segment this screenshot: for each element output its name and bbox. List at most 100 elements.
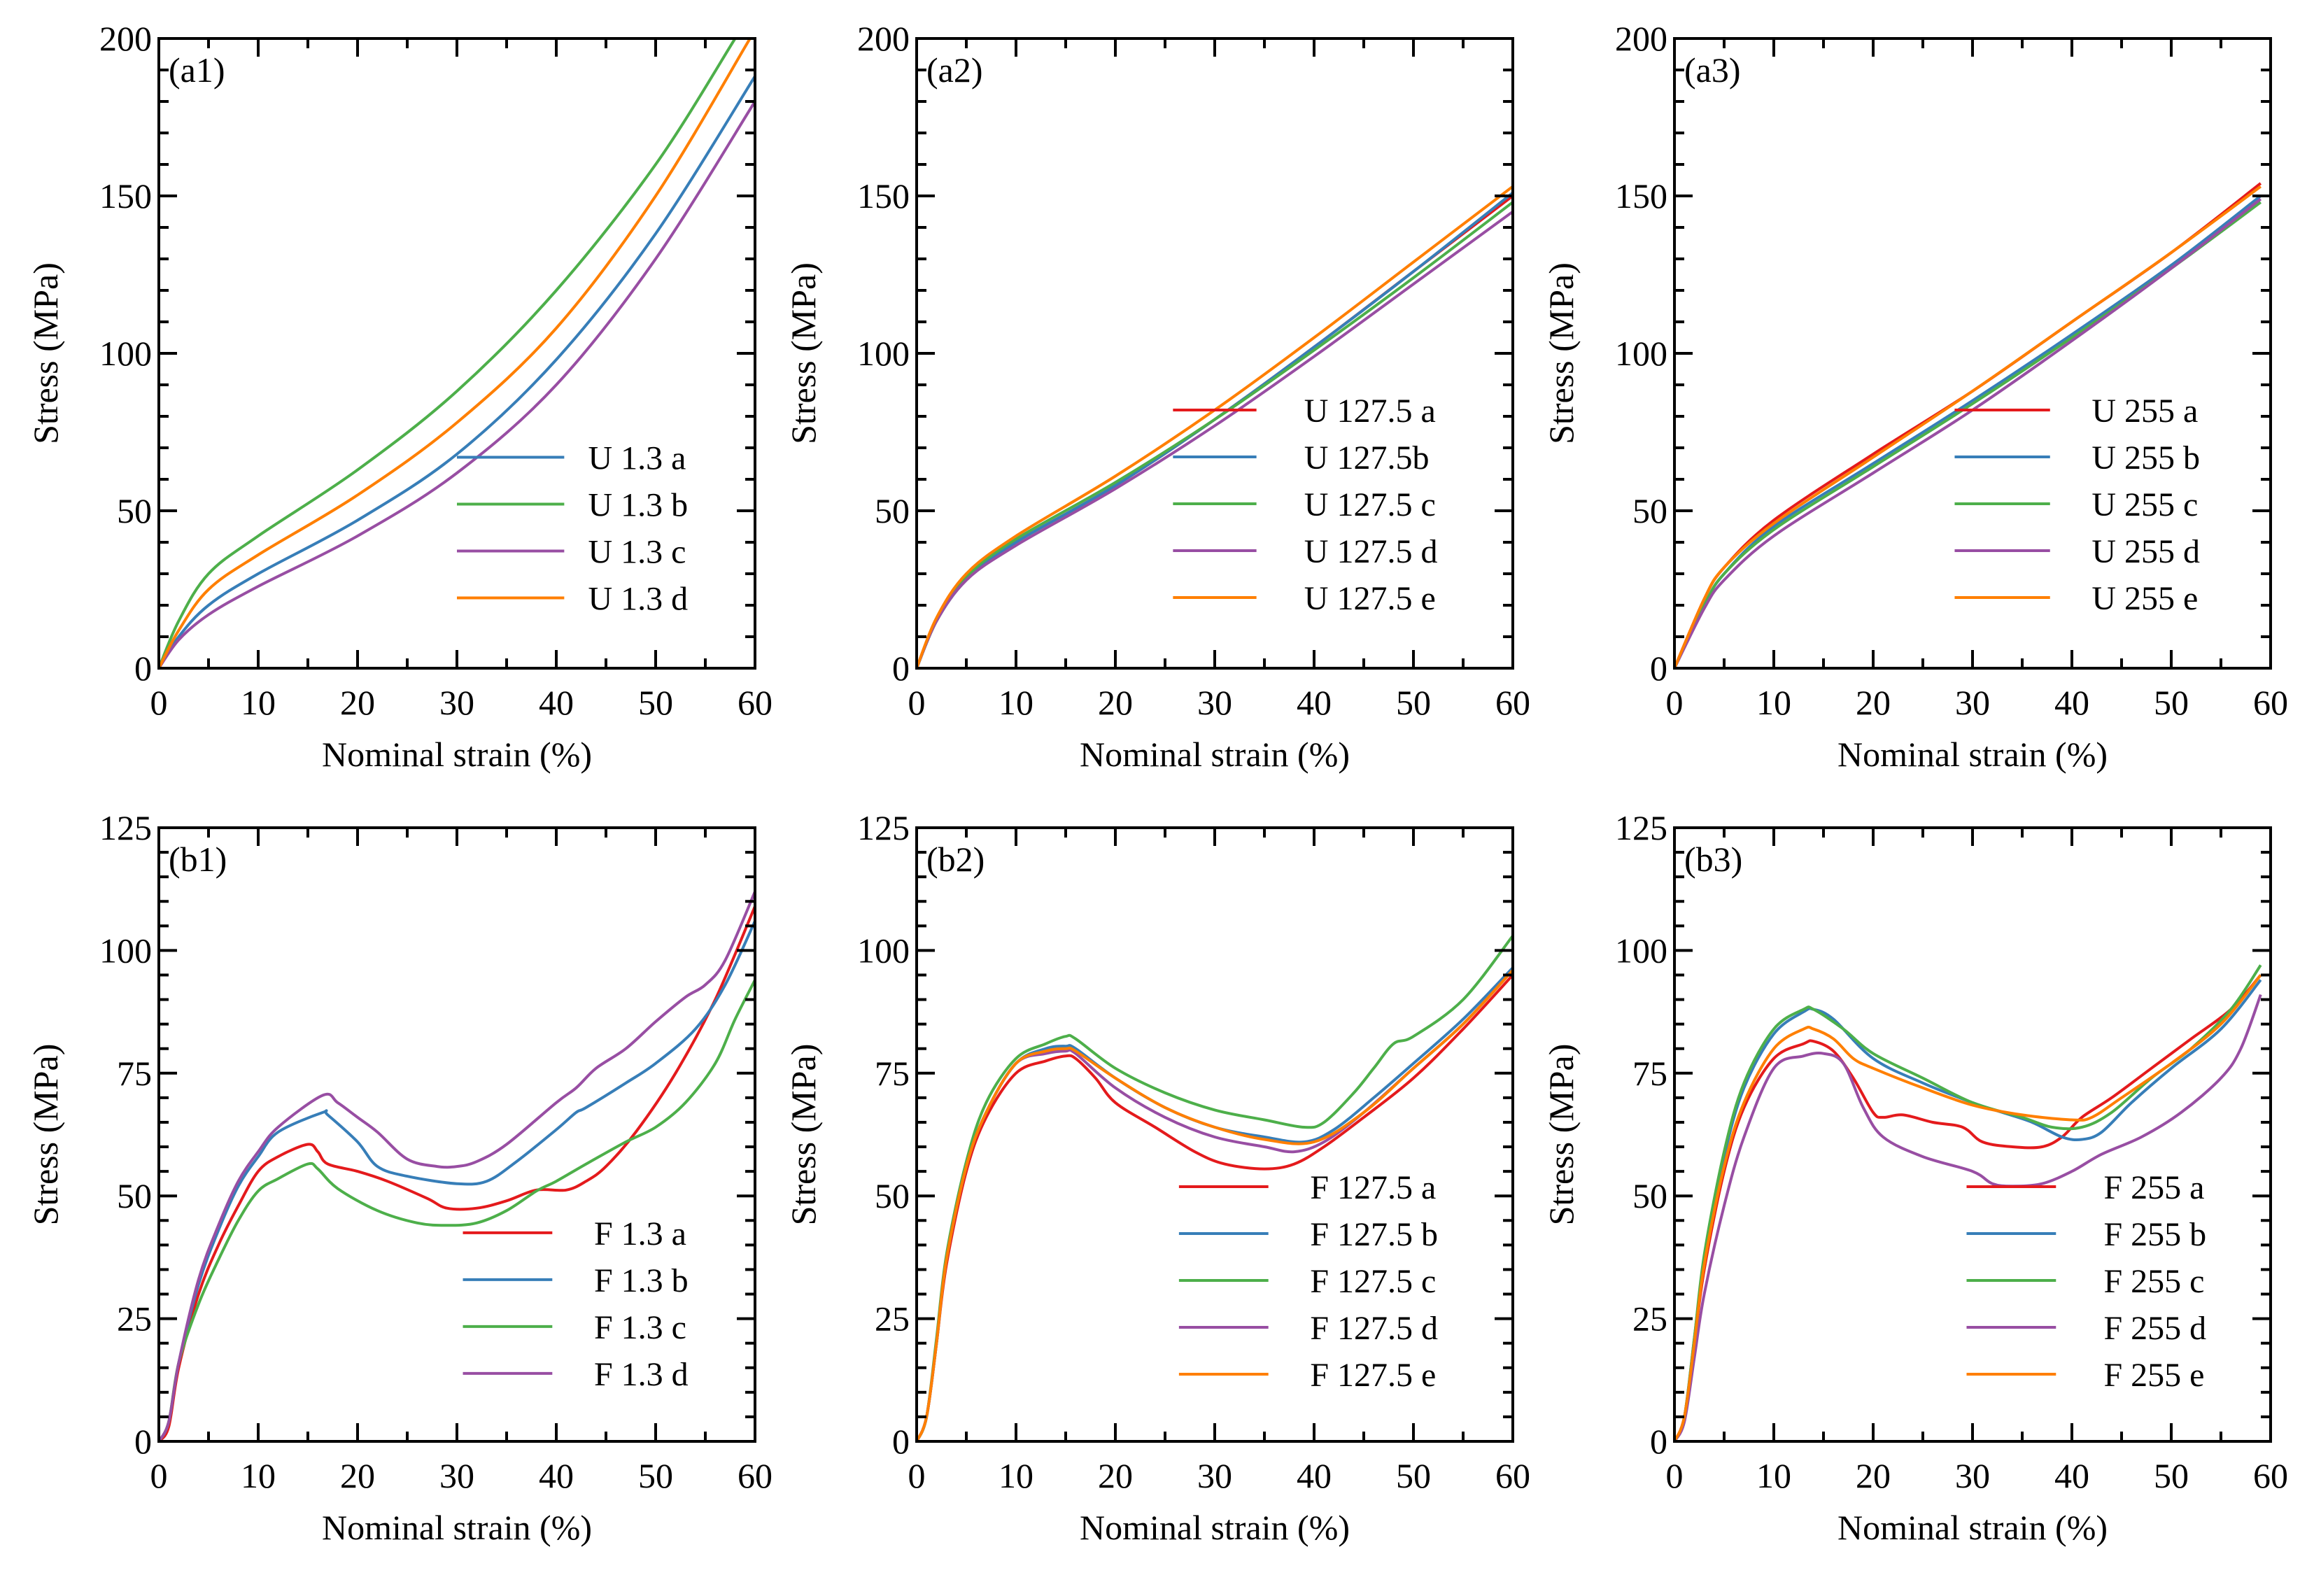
series-line-u-1.3-a xyxy=(159,75,755,668)
legend-label: U 255 e xyxy=(2091,580,2198,617)
legend-label: U 1.3 d xyxy=(588,581,688,618)
series-line-u-1.3-d xyxy=(159,38,752,668)
x-tick-label: 20 xyxy=(340,1456,375,1495)
x-tick-label: 10 xyxy=(241,1456,276,1495)
y-axis-label: Stress (MPa) xyxy=(784,1044,823,1226)
series-line-f-1.3-a xyxy=(159,905,755,1441)
x-tick-label: 0 xyxy=(1666,683,1684,722)
x-tick-label: 60 xyxy=(1495,1456,1530,1495)
chart-panel-b2: 0 10 20 30 40 50 60 0 25 50 75 100 125 Nominal strain… xyxy=(784,808,1530,1547)
legend: F 127.5 a F 127.5 b F 127.5 c F 127.5 d F 12… xyxy=(1178,1169,1438,1394)
x-tick-label: 50 xyxy=(1396,1456,1431,1495)
x-tick-label: 40 xyxy=(539,1456,574,1495)
y-tick-label: 50 xyxy=(1632,1176,1667,1215)
y-axis-label: Stress (MPa) xyxy=(26,262,65,444)
legend-label: F 127.5 d xyxy=(1310,1310,1438,1347)
y-tick-label: 0 xyxy=(892,1422,910,1461)
y-axis-label: Stress (MPa) xyxy=(784,262,823,444)
legend-label: U 127.5 d xyxy=(1304,533,1438,570)
series-line-u-255-e xyxy=(1674,185,2262,668)
plot-frame xyxy=(915,826,1514,1443)
x-tick-label: 0 xyxy=(1666,1456,1684,1495)
legend: U 127.5 a U 127.5b U 127.5 c U 127.5 d U 127… xyxy=(1173,393,1437,617)
x-tick-label: 50 xyxy=(638,683,673,722)
legend-label: U 1.3 b xyxy=(588,487,688,524)
y-tick-label: 200 xyxy=(99,19,152,58)
y-tick-label: 50 xyxy=(117,491,152,530)
x-tick-label: 10 xyxy=(999,683,1033,722)
y-tick-label: 100 xyxy=(99,931,152,970)
series-line-f-1.3-d xyxy=(159,891,755,1441)
x-tick-label: 60 xyxy=(738,683,772,722)
legend: F 1.3 a F 1.3 b F 1.3 c F 1.3 d xyxy=(463,1215,689,1393)
legend: U 1.3 a U 1.3 b U 1.3 c U 1.3 d xyxy=(457,440,688,618)
plot-frame xyxy=(1673,826,2272,1443)
y-tick-label: 75 xyxy=(1632,1054,1667,1093)
series-line-f-127.5-e xyxy=(917,969,1513,1441)
y-tick-label: 50 xyxy=(875,1176,910,1215)
y-tick-label: 50 xyxy=(875,491,910,530)
legend-label: F 255 a xyxy=(2103,1169,2204,1206)
series-line-u-127.5-c xyxy=(917,201,1513,668)
x-axis-label: Nominal strain (%) xyxy=(322,1508,592,1547)
series-line-u-1.3-c xyxy=(159,100,755,668)
x-axis-label: Nominal strain (%) xyxy=(1837,735,2108,774)
legend-label: U 255 a xyxy=(2091,393,2198,430)
y-tick-label: 150 xyxy=(1615,176,1667,216)
x-tick-label: 20 xyxy=(1098,683,1133,722)
x-axis-label: Nominal strain (%) xyxy=(1080,1508,1350,1547)
y-tick-label: 0 xyxy=(892,649,910,688)
y-tick-label: 200 xyxy=(1615,19,1667,58)
legend-label: F 127.5 c xyxy=(1310,1263,1436,1300)
y-tick-label: 0 xyxy=(134,1422,152,1461)
legend-label: U 255 b xyxy=(2091,439,2200,476)
y-axis-label: Stress (MPa) xyxy=(1541,262,1581,444)
x-axis-label: Nominal strain (%) xyxy=(322,735,592,774)
x-tick-label: 0 xyxy=(908,1456,926,1495)
series-line-u-255-d xyxy=(1674,197,2262,668)
plot-frame xyxy=(157,826,756,1443)
series-line-f-255-d xyxy=(1674,994,2262,1441)
y-tick-label: 200 xyxy=(857,19,910,58)
plot-frame xyxy=(915,37,1514,670)
x-tick-label: 40 xyxy=(2054,683,2089,722)
panel-label: (b3) xyxy=(1684,840,1742,879)
x-tick-label: 60 xyxy=(2253,683,2288,722)
legend: F 255 a F 255 b F 255 c F 255 d F 255 e xyxy=(1966,1169,2206,1394)
y-tick-label: 75 xyxy=(117,1054,152,1093)
y-tick-label: 100 xyxy=(99,334,152,373)
y-tick-label: 150 xyxy=(857,176,910,216)
legend-label: F 1.3 c xyxy=(594,1309,686,1346)
series-line-f-1.3-b xyxy=(159,920,755,1441)
x-tick-label: 20 xyxy=(1856,683,1891,722)
panel-label: (b2) xyxy=(926,840,985,879)
legend-label: F 127.5 b xyxy=(1310,1216,1438,1253)
series-line-f-255-c xyxy=(1674,964,2262,1441)
x-tick-label: 50 xyxy=(2154,683,2189,722)
x-axis-label: Nominal strain (%) xyxy=(1080,735,1350,774)
series-line-u-127.5-d xyxy=(917,210,1513,668)
x-tick-label: 20 xyxy=(340,683,375,722)
y-axis-label: Stress (MPa) xyxy=(1541,1044,1581,1226)
series-line-u-1.3-b xyxy=(159,38,737,668)
legend-label: F 1.3 d xyxy=(594,1356,689,1393)
legend-label: F 255 c xyxy=(2103,1263,2204,1300)
x-tick-label: 60 xyxy=(2253,1456,2288,1495)
legend-label: F 255 d xyxy=(2103,1310,2206,1347)
y-tick-label: 25 xyxy=(1632,1299,1667,1339)
x-tick-label: 50 xyxy=(638,1456,673,1495)
legend-label: F 127.5 a xyxy=(1310,1169,1436,1206)
y-tick-label: 50 xyxy=(1632,491,1667,530)
legend-label: U 127.5 a xyxy=(1304,393,1436,430)
x-tick-label: 60 xyxy=(738,1456,772,1495)
y-tick-label: 125 xyxy=(1615,808,1667,847)
legend: U 255 a U 255 b U 255 c U 255 d U 255 e xyxy=(1954,393,2200,617)
legend-label: U 1.3 a xyxy=(588,440,686,477)
legend-label: U 255 d xyxy=(2091,533,2200,570)
y-tick-label: 25 xyxy=(875,1299,910,1339)
x-tick-label: 10 xyxy=(241,683,276,722)
series-line-f-1.3-c xyxy=(159,979,755,1441)
chart-panel-b1: 0 10 20 30 40 50 60 0 25 50 75 100 125 Nominal strain… xyxy=(26,808,772,1547)
plot-frame xyxy=(1673,37,2272,670)
y-tick-label: 100 xyxy=(1615,931,1667,970)
